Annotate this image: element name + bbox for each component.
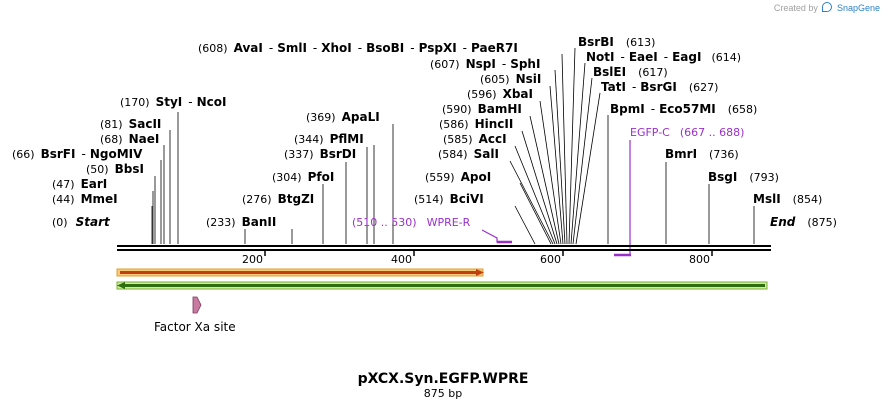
site-label: (337) BsrDI bbox=[284, 147, 356, 161]
snapgene-logo-icon bbox=[822, 2, 833, 12]
plasmid-name: pXCX.Syn.EGFP.WPRE bbox=[358, 371, 529, 387]
site-label: BpmI - Eco57MI (658) bbox=[610, 102, 757, 116]
site-label: (50) BbsI bbox=[86, 162, 144, 176]
site-label: (559) ApoI bbox=[425, 170, 491, 184]
credit-brand: SnapGene bbox=[836, 3, 880, 13]
axis-tick-label: 600 bbox=[540, 253, 561, 266]
credit-prefix: Created by bbox=[773, 3, 818, 13]
site-label: (607) NspI - SphI bbox=[430, 57, 540, 71]
site-label: (586) HincII bbox=[439, 117, 513, 131]
site-label: (66) BsrFI - NgoMIV bbox=[12, 147, 143, 161]
site-label: (514) BciVI bbox=[414, 192, 484, 206]
site-label: (608) AvaI - SmlI - XhoI - BsoBI - PspXI - PaeR7I bbox=[198, 41, 518, 55]
factor-xa-site[interactable]: Factor Xa site bbox=[154, 296, 236, 334]
site-label: (68) NaeI bbox=[100, 132, 159, 146]
site-label: (170) StyI - NcoI bbox=[120, 95, 226, 109]
site-label: (81) SacII bbox=[100, 117, 161, 131]
green-arrow-feature[interactable] bbox=[116, 281, 768, 290]
primer-wpre-r-label: (510 .. 530) WPRE-R bbox=[352, 216, 471, 229]
site-label: (590) BamHI bbox=[442, 102, 522, 116]
factor-xa-label: Factor Xa site bbox=[154, 320, 236, 334]
site-label: NotI - EaeI - EagI (614) bbox=[586, 50, 741, 64]
site-label: TatI - BsrGI (627) bbox=[601, 80, 718, 94]
snapgene-credit: Created by SnapGene bbox=[774, 2, 880, 13]
site-label: (304) PfoI bbox=[272, 170, 334, 184]
site-label: (44) MmeI bbox=[52, 192, 118, 206]
axis-tick-label: 800 bbox=[689, 253, 710, 266]
orange-arrow-feature[interactable] bbox=[116, 268, 484, 277]
site-label: (584) SalI bbox=[438, 147, 499, 161]
primer-wpre-r[interactable]: (510 .. 530) WPRE-R bbox=[352, 216, 512, 244]
primer-egfp-c-label: EGFP-C (667 .. 688) bbox=[630, 126, 744, 139]
site-label: MslI (854) bbox=[753, 192, 822, 206]
site-label: (605) NsiI bbox=[480, 72, 541, 86]
site-label: End (875) bbox=[770, 215, 837, 229]
site-label: (0) Start bbox=[52, 215, 111, 229]
sequence-backbone bbox=[117, 245, 771, 251]
site-ticks bbox=[151, 47, 755, 245]
site-label: (47) EarI bbox=[52, 177, 107, 191]
site-label: BsgI (793) bbox=[708, 170, 779, 184]
site-label: (369) ApaLI bbox=[306, 110, 380, 124]
axis: 200 400 600 800 bbox=[242, 250, 713, 266]
site-label: BsrBI (613) bbox=[578, 35, 655, 49]
site-label: (344) PflMI bbox=[294, 132, 364, 146]
site-label: (585) AccI bbox=[443, 132, 507, 146]
site-label: (233) BanII bbox=[206, 215, 276, 229]
axis-tick-label: 200 bbox=[242, 253, 263, 266]
site-label: BmrI (736) bbox=[665, 147, 739, 161]
plasmid-length: 875 bp bbox=[424, 387, 462, 400]
primer-egfp-c[interactable]: EGFP-C (667 .. 688) bbox=[614, 126, 744, 257]
site-label: (596) XbaI bbox=[467, 87, 533, 101]
site-label: (276) BtgZI bbox=[242, 192, 314, 206]
site-label: BslEI (617) bbox=[593, 65, 668, 79]
axis-tick-label: 400 bbox=[391, 253, 412, 266]
